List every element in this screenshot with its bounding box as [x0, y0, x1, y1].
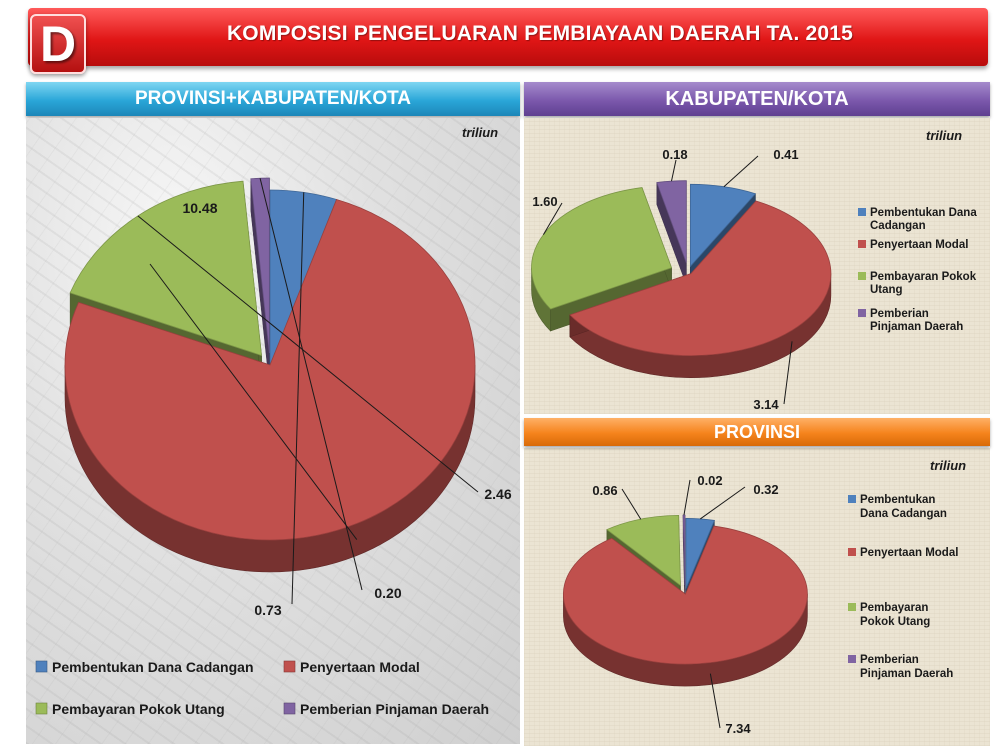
pie-slice-penyertaan_modal: [563, 525, 808, 665]
legend-label: Penyertaan Modal: [300, 659, 420, 675]
legend-swatch: [848, 495, 856, 503]
legend-label: Pembayaran: [860, 602, 928, 614]
legend-item-kabupaten_kota-penyertaan_modal: Penyertaan Modal: [858, 239, 968, 251]
legend-label: Pokok Utang: [860, 616, 930, 628]
pie-slice-dana_cadangan: [689, 183, 757, 268]
legend-label: Pembayaran Pokok Utang: [52, 701, 225, 717]
data-label-penyertaan_modal: 3.14: [753, 397, 779, 412]
pie-slice-pokok_utang: [606, 515, 681, 587]
legend-label: Pemberian: [860, 654, 919, 666]
data-label-pokok_utang: 1.60: [532, 194, 557, 209]
legend-swatch: [283, 702, 296, 715]
legend-item-provinsi-pokok_utang: Pembayaran Pokok Utang: [848, 602, 930, 628]
legend-swatch: [848, 655, 856, 663]
legend-label: Penyertaan Modal: [860, 547, 958, 559]
unit-label-right-bottom: triliun: [930, 458, 967, 473]
data-label-penyertaan_modal: 10.48: [182, 200, 217, 216]
legend-item-pinjaman_daerah: Pemberian Pinjaman Daerah: [283, 701, 489, 717]
pie-slice-penyertaan_modal: [569, 200, 832, 357]
section-badge: [30, 14, 86, 74]
data-label-leader-line: [709, 673, 721, 729]
data-label-dana_cadangan: 0.32: [753, 482, 778, 497]
legend-label: Dana Cadangan: [860, 508, 947, 520]
legend-label: Pemberian Pinjaman Daerah: [300, 701, 489, 717]
legend-swatch: [848, 603, 856, 611]
data-label-leader-line: [699, 486, 746, 520]
pie-chart-provinsi: 0.32 7.34 0.86 0.02: [563, 473, 808, 736]
legend-label: Pemberian: [870, 308, 929, 320]
data-label-leader-line: [259, 178, 363, 591]
legend-swatch: [858, 309, 866, 317]
data-label-dana_cadangan: 0.41: [773, 147, 798, 162]
unit-label-right-top: triliun: [926, 128, 963, 143]
legend-item-provinsi-dana_cadangan: Pembentukan Dana Cadangan: [848, 494, 947, 520]
pie-slice-dana_cadangan: [685, 518, 715, 589]
legend-item-provinsi-penyertaan_modal: Penyertaan Modal: [848, 547, 958, 559]
legend-swatch: [283, 660, 296, 673]
data-label-leader-line: [670, 159, 677, 182]
data-label-leader-line: [783, 341, 793, 405]
legend-label: Penyertaan Modal: [870, 239, 968, 251]
legend-label: Pembayaran Pokok: [870, 271, 977, 283]
legend-label: Pembentukan: [860, 494, 935, 506]
legend-item-provinsi-pinjaman_daerah: Pemberian Pinjaman Daerah: [848, 654, 953, 680]
data-label-pinjaman_daerah: 0.20: [374, 585, 401, 601]
legend-item-dana_cadangan: Pembentukan Dana Cadangan: [35, 659, 254, 675]
section-badge-letter: D: [39, 16, 77, 72]
data-label-penyertaan_modal: 7.34: [725, 721, 751, 736]
legend-swatch: [35, 660, 48, 673]
data-label-leader-line: [137, 215, 479, 493]
data-label-leader-line: [291, 192, 305, 605]
legend-swatch: [35, 702, 48, 715]
data-label-pokok_utang: 2.46: [484, 486, 511, 502]
legend-label: Pembentukan Dana Cadangan: [52, 659, 254, 675]
legend-swatch: [858, 208, 866, 216]
pie-chart-kabupaten_kota: 0.41 3.14 1.60 0.18: [531, 147, 832, 412]
legend-label: Pinjaman Daerah: [870, 321, 963, 333]
data-label-leader-line: [621, 488, 642, 520]
data-label-pinjaman_daerah: 0.02: [697, 473, 722, 488]
data-label-pinjaman_daerah: 0.18: [662, 147, 687, 162]
unit-label-left: triliun: [462, 125, 499, 140]
legend-label: Pinjaman Daerah: [860, 668, 953, 680]
data-label-leader-line: [543, 202, 563, 235]
legend-swatch: [858, 240, 866, 248]
legend-item-pokok_utang: Pembayaran Pokok Utang: [35, 701, 225, 717]
page-title: KOMPOSISI PENGELUARAN PEMBIAYAAN DAERAH …: [226, 22, 854, 45]
section-header-kabkota: KABUPATEN/KOTA: [524, 82, 990, 116]
section-header-provinsi: PROVINSI: [524, 418, 990, 446]
section-header-provinsi-kabkota: PROVINSI+KABUPATEN/KOTA: [26, 82, 520, 116]
data-label-leader-line: [683, 479, 691, 516]
legend-label: Cadangan: [870, 220, 926, 232]
data-label-leader-line: [723, 155, 759, 188]
pie-chart-provinsi_kabkota: 0.73 10.48 2.46 0.20: [64, 177, 512, 618]
legend-label: Pembentukan Dana: [870, 207, 977, 219]
data-label-dana_cadangan: 0.73: [254, 602, 281, 618]
data-label-leader-line: [149, 263, 358, 540]
title-banner: [28, 8, 988, 66]
legend-label: Utang: [870, 284, 903, 296]
legend-swatch: [848, 548, 856, 556]
legend-swatch: [858, 272, 866, 280]
data-label-pokok_utang: 0.86: [592, 483, 617, 498]
legend-item-penyertaan_modal: Penyertaan Modal: [283, 659, 420, 675]
pie-slice-penyertaan_modal: [64, 198, 476, 541]
